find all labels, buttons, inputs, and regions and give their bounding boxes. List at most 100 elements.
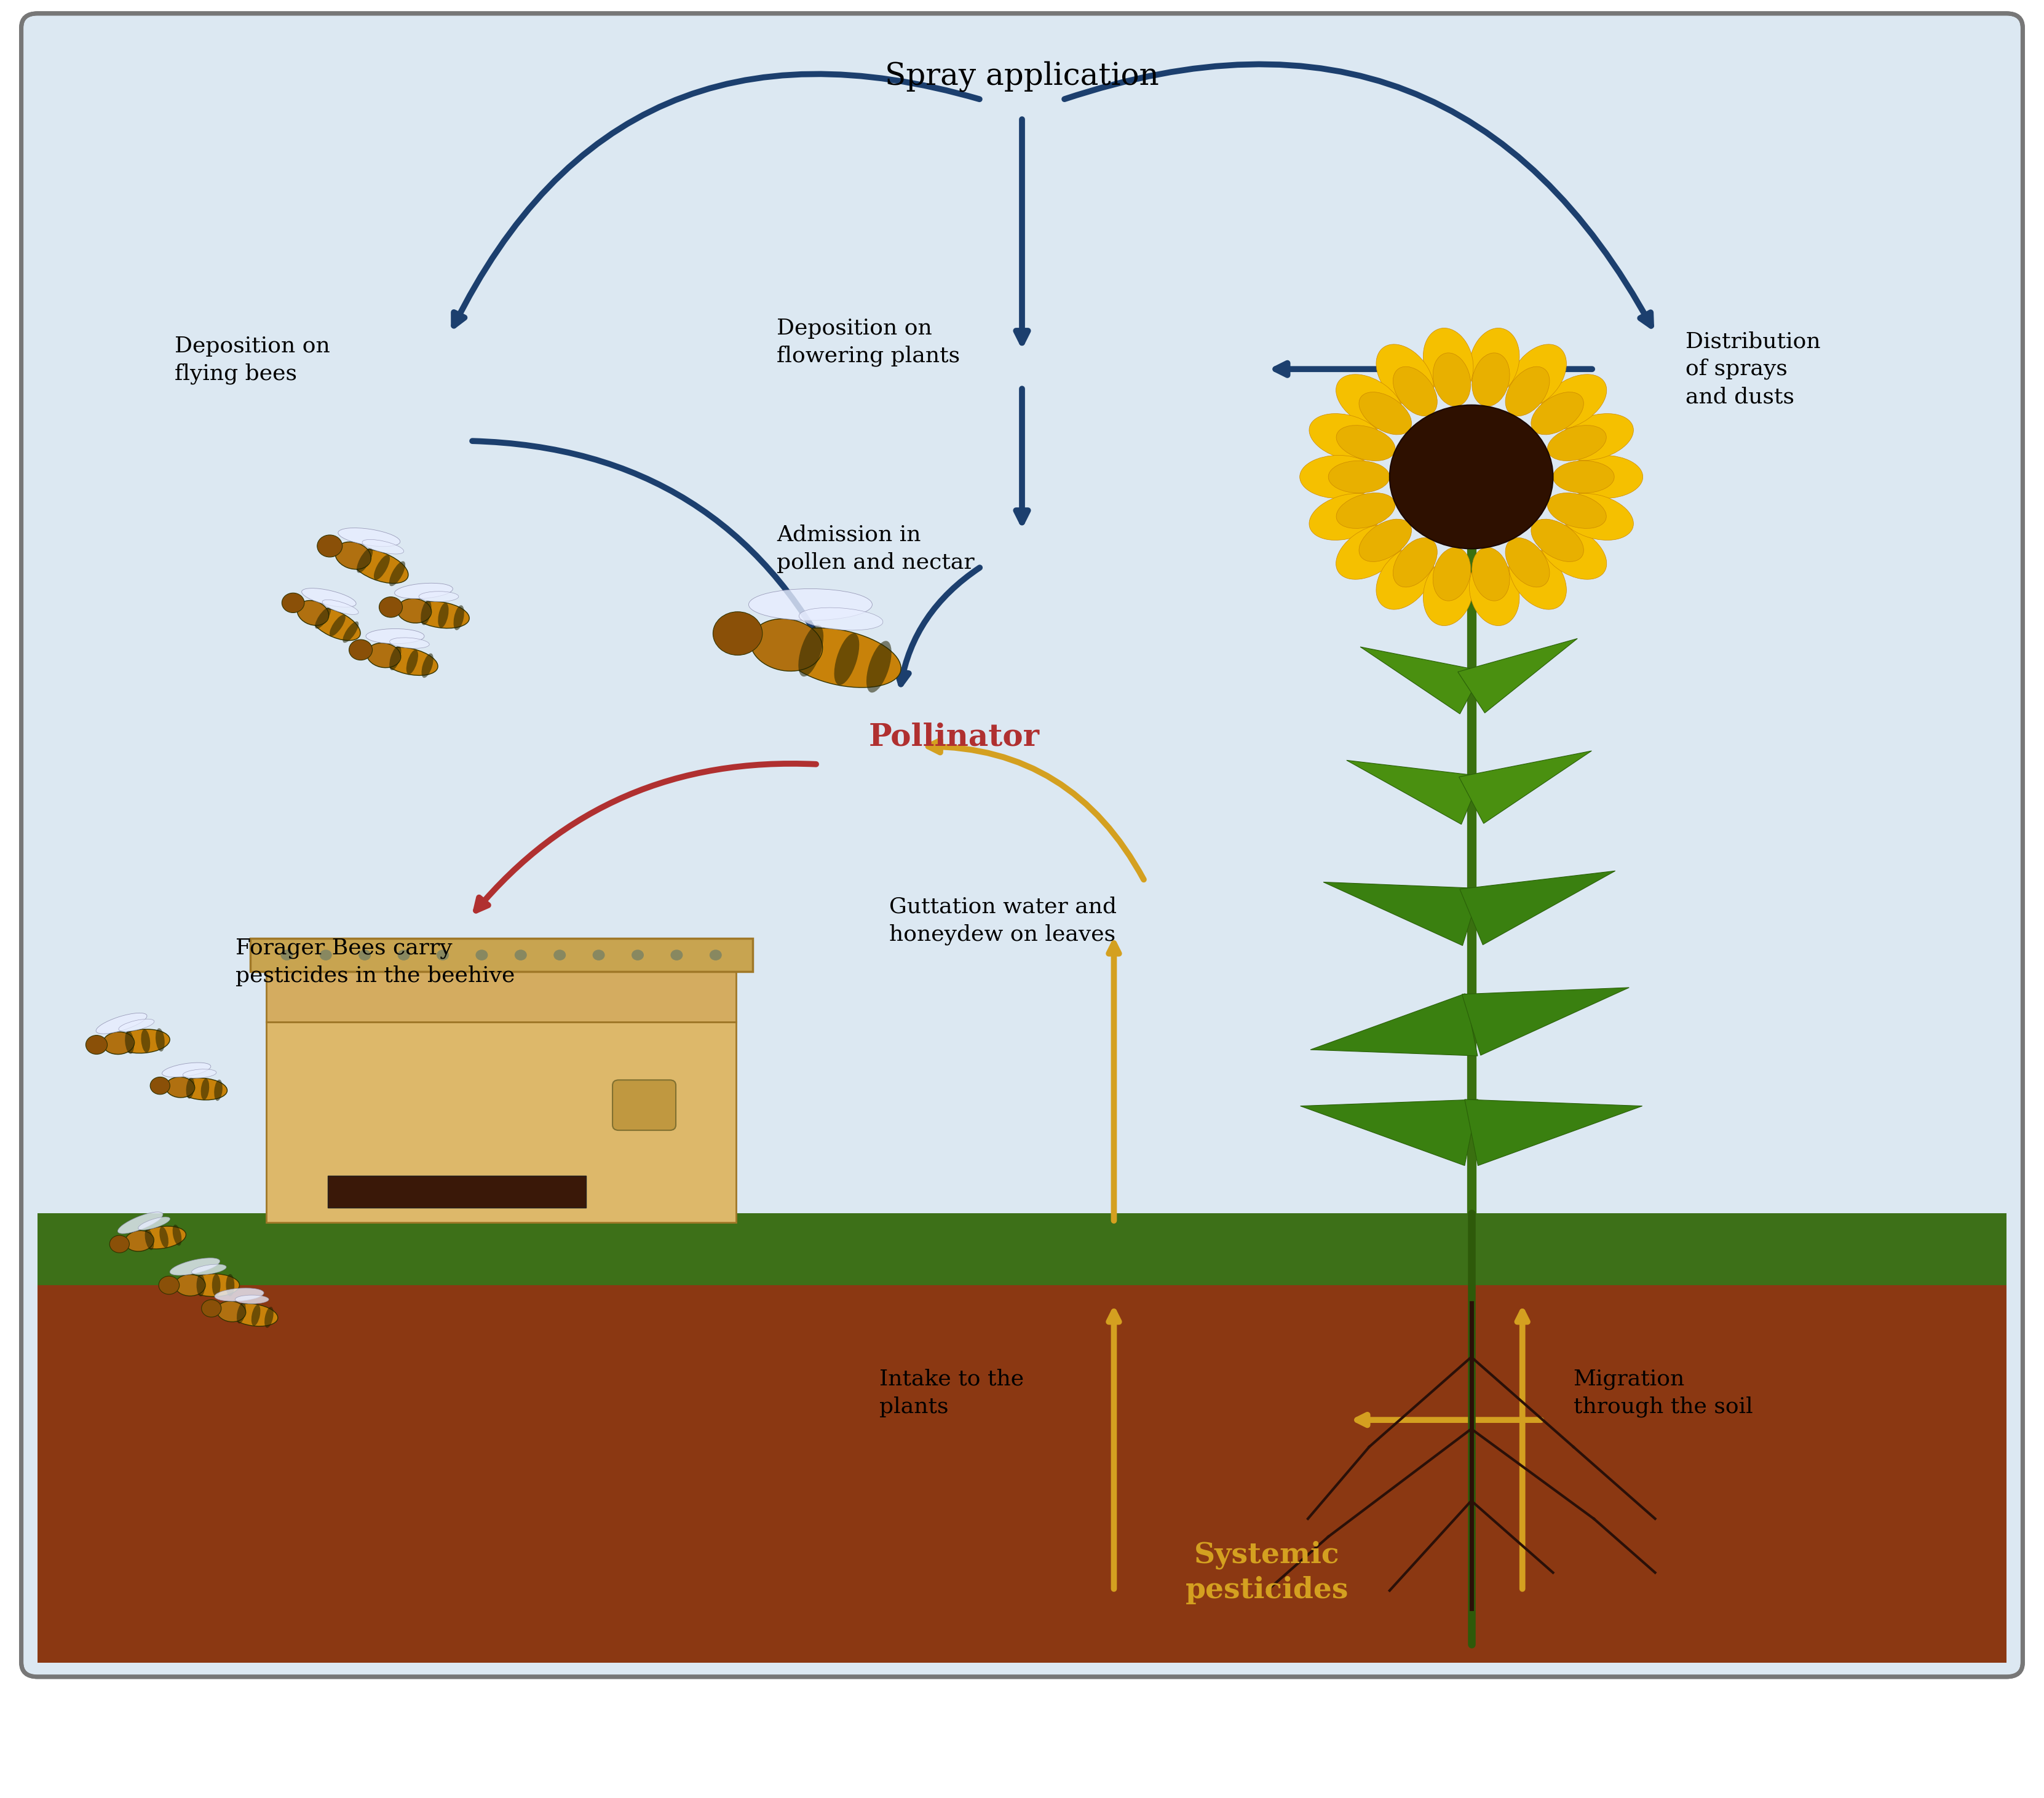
Ellipse shape (380, 647, 437, 676)
Ellipse shape (237, 1302, 245, 1323)
Ellipse shape (388, 561, 405, 586)
Circle shape (476, 949, 489, 960)
Ellipse shape (1359, 520, 1412, 561)
Ellipse shape (1300, 455, 1378, 498)
FancyBboxPatch shape (613, 1081, 677, 1131)
Circle shape (358, 949, 370, 960)
Ellipse shape (235, 1295, 270, 1304)
Polygon shape (1300, 1099, 1478, 1165)
Circle shape (149, 1077, 170, 1095)
Polygon shape (1461, 987, 1629, 1055)
Ellipse shape (159, 1226, 168, 1248)
Ellipse shape (139, 1217, 170, 1230)
Ellipse shape (1337, 426, 1396, 460)
Ellipse shape (1566, 455, 1643, 498)
FancyArrowPatch shape (1517, 1311, 1527, 1589)
Ellipse shape (1472, 352, 1511, 406)
Ellipse shape (229, 1304, 278, 1327)
Ellipse shape (350, 548, 409, 583)
Ellipse shape (1560, 414, 1633, 460)
Circle shape (319, 949, 331, 960)
Ellipse shape (1359, 392, 1412, 435)
Ellipse shape (1531, 392, 1584, 435)
Circle shape (378, 597, 403, 617)
FancyArrowPatch shape (1065, 65, 1652, 325)
Ellipse shape (264, 1307, 274, 1329)
Ellipse shape (1423, 327, 1474, 396)
Ellipse shape (176, 1275, 206, 1296)
Text: Deposition on
flying bees: Deposition on flying bees (174, 336, 329, 385)
Ellipse shape (454, 606, 464, 629)
Ellipse shape (215, 1079, 223, 1100)
Ellipse shape (192, 1264, 227, 1275)
Ellipse shape (125, 1030, 135, 1054)
Circle shape (202, 1300, 221, 1318)
Ellipse shape (217, 1302, 245, 1322)
Text: Distribution
of sprays
and dusts: Distribution of sprays and dusts (1686, 331, 1821, 408)
Circle shape (159, 1277, 180, 1295)
Polygon shape (1347, 761, 1482, 823)
Ellipse shape (1423, 557, 1474, 626)
Ellipse shape (366, 629, 425, 644)
Ellipse shape (182, 1070, 217, 1079)
Circle shape (282, 593, 305, 613)
Ellipse shape (421, 653, 433, 678)
FancyArrowPatch shape (1108, 944, 1118, 1221)
Polygon shape (1457, 638, 1578, 714)
Circle shape (593, 949, 605, 960)
Ellipse shape (323, 601, 358, 615)
Ellipse shape (200, 1079, 208, 1100)
Ellipse shape (172, 1224, 182, 1246)
FancyArrowPatch shape (454, 74, 979, 325)
Text: Deposition on
flowering plants: Deposition on flowering plants (777, 318, 961, 367)
FancyBboxPatch shape (266, 971, 736, 1021)
Ellipse shape (296, 601, 329, 626)
Ellipse shape (799, 608, 883, 631)
Ellipse shape (215, 1287, 264, 1302)
Ellipse shape (1531, 520, 1584, 561)
Ellipse shape (166, 1077, 194, 1097)
FancyArrowPatch shape (1016, 388, 1028, 523)
Ellipse shape (358, 548, 372, 574)
Bar (37, 1286, 2007, 1663)
Text: Spray application: Spray application (885, 61, 1159, 92)
Ellipse shape (394, 583, 454, 599)
Ellipse shape (1470, 327, 1519, 396)
FancyArrowPatch shape (928, 741, 1145, 879)
Ellipse shape (335, 541, 372, 570)
Ellipse shape (1539, 374, 1607, 430)
Ellipse shape (1547, 493, 1607, 529)
Ellipse shape (137, 1226, 186, 1250)
Ellipse shape (1308, 493, 1384, 539)
Ellipse shape (188, 1273, 239, 1296)
Ellipse shape (867, 640, 891, 692)
Ellipse shape (1394, 367, 1437, 415)
Circle shape (437, 949, 450, 960)
Ellipse shape (407, 649, 419, 674)
FancyArrowPatch shape (1016, 119, 1028, 343)
Ellipse shape (748, 588, 873, 620)
Polygon shape (1459, 870, 1615, 944)
Ellipse shape (329, 615, 345, 636)
Circle shape (632, 949, 644, 960)
Ellipse shape (1337, 493, 1396, 529)
Ellipse shape (1329, 460, 1390, 493)
Ellipse shape (311, 608, 360, 640)
FancyArrowPatch shape (1108, 1311, 1118, 1589)
FancyBboxPatch shape (266, 1021, 736, 1223)
FancyArrowPatch shape (1357, 1415, 1541, 1426)
Circle shape (317, 536, 341, 557)
Ellipse shape (1337, 525, 1404, 579)
Ellipse shape (96, 1012, 147, 1034)
FancyBboxPatch shape (249, 939, 752, 971)
Ellipse shape (196, 1275, 204, 1296)
Ellipse shape (1308, 414, 1384, 460)
Circle shape (713, 611, 762, 654)
Text: Migration
through the soil: Migration through the soil (1574, 1368, 1754, 1417)
Ellipse shape (362, 539, 405, 554)
Ellipse shape (119, 1019, 153, 1032)
Ellipse shape (186, 1077, 194, 1099)
FancyArrowPatch shape (472, 441, 834, 667)
Ellipse shape (1547, 426, 1607, 460)
Text: Intake to the
plants: Intake to the plants (879, 1368, 1024, 1417)
